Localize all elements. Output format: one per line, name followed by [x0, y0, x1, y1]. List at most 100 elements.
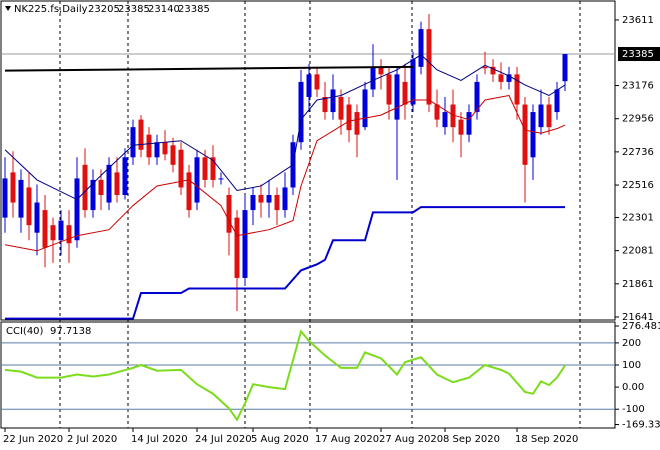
candle-body	[114, 172, 120, 196]
candle-body	[298, 81, 304, 143]
candle-body	[154, 142, 160, 158]
candle-body	[306, 74, 312, 97]
candle-body	[394, 74, 400, 120]
candle-body	[170, 145, 176, 165]
symbol-title: NK225.fs,Daily	[14, 4, 88, 15]
candle-body	[186, 172, 192, 211]
y-tick-label: 22516	[622, 180, 654, 191]
candle-body	[490, 66, 496, 75]
candle-body	[562, 54, 568, 82]
candle-body	[346, 104, 352, 131]
y-tick-label: -100	[622, 404, 645, 415]
candle-body	[482, 66, 488, 69]
candle-body	[274, 195, 280, 211]
indicator-line	[4, 94, 566, 252]
x-tick-label: 24 Jul 2020	[195, 434, 252, 445]
indicator-line	[4, 54, 566, 201]
candle-body	[450, 104, 456, 128]
candle-body	[458, 119, 464, 135]
x-tick-label: 14 Jul 2020	[131, 434, 188, 445]
candle-body	[538, 104, 544, 128]
candle-body	[10, 172, 16, 203]
candle-body	[426, 29, 432, 105]
candle-body	[370, 66, 376, 90]
candle-body	[250, 195, 256, 211]
candle-body	[66, 225, 72, 244]
ohlc-value: 23205	[88, 4, 120, 15]
candle-body	[58, 220, 64, 241]
candle-body	[42, 210, 48, 248]
candle-body	[226, 195, 232, 233]
candle-body	[234, 217, 240, 278]
candle-body	[258, 195, 264, 203]
period-separators	[59, 1, 581, 428]
price-panel-frame	[0, 0, 616, 321]
x-tick-label: 5 Aug 2020	[251, 434, 309, 445]
y-tick-label: 100	[622, 360, 641, 371]
y-tick-label: 276.4817	[622, 321, 660, 332]
y-tick-label: -169.336	[622, 420, 660, 431]
candle-body	[266, 195, 272, 203]
candle-body	[506, 74, 512, 82]
x-tick-label: 22 Jun 2020	[3, 434, 63, 445]
x-tick-label: 17 Aug 2020	[315, 434, 379, 445]
candle-body	[338, 96, 344, 120]
candle-body	[522, 104, 528, 165]
candle-body	[474, 81, 480, 113]
candle-body	[554, 89, 560, 113]
candle-body	[178, 149, 184, 188]
candle-body	[2, 178, 8, 218]
candle-body	[122, 157, 128, 196]
cci-title: CCI(40)	[6, 326, 44, 337]
candle-body	[34, 202, 40, 233]
y-tick-label: 22956	[622, 114, 654, 125]
candle-body	[330, 89, 336, 113]
candle-body	[210, 157, 216, 180]
candle-body	[546, 104, 552, 128]
candle-body	[410, 59, 416, 105]
candle-body	[146, 134, 152, 158]
candle-body	[138, 119, 144, 150]
candle-body	[378, 66, 384, 75]
candle-body	[242, 210, 248, 278]
candle-body	[434, 104, 440, 120]
candle-body	[314, 74, 320, 90]
candle-body	[202, 157, 208, 180]
y-tick-label: 200	[622, 338, 641, 349]
cci-panel-frame	[0, 321, 616, 429]
menu-triangle	[5, 6, 11, 11]
candle-body	[514, 74, 520, 105]
y-tick-label: 21861	[622, 279, 654, 290]
y-tick-label: 23176	[622, 81, 654, 92]
candle-body	[442, 112, 448, 128]
candle-body	[162, 142, 168, 155]
candle-body	[362, 89, 368, 128]
y-tick-label: 21641	[622, 312, 654, 323]
indicator-line	[4, 65, 414, 72]
indicator-line	[5, 206, 565, 320]
candle-body	[530, 112, 536, 158]
ohlc-value: 23385	[178, 4, 210, 15]
candle-body	[82, 164, 88, 211]
candle-body	[498, 74, 504, 82]
x-tick-label: 27 Aug 2020	[379, 434, 443, 445]
ohlc-value: 23140	[148, 4, 180, 15]
candle-body	[74, 178, 80, 241]
x-tick-label: 18 Sep 2020	[515, 434, 578, 445]
candle-body	[106, 164, 112, 203]
candle-body	[354, 112, 360, 135]
candle-body	[402, 81, 408, 105]
ohlc-value: 23385	[118, 4, 150, 15]
price-label-box	[618, 47, 660, 62]
candle-body	[282, 187, 288, 211]
candle-body	[18, 179, 24, 218]
candle-body	[194, 157, 200, 203]
candle-body	[386, 74, 392, 105]
cci-value: 97.7138	[50, 326, 91, 337]
candle-body	[218, 178, 224, 180]
candle-body	[130, 127, 136, 158]
candle-body	[50, 225, 56, 241]
y-tick-label: 23611	[622, 15, 654, 26]
candle-body	[98, 179, 104, 196]
